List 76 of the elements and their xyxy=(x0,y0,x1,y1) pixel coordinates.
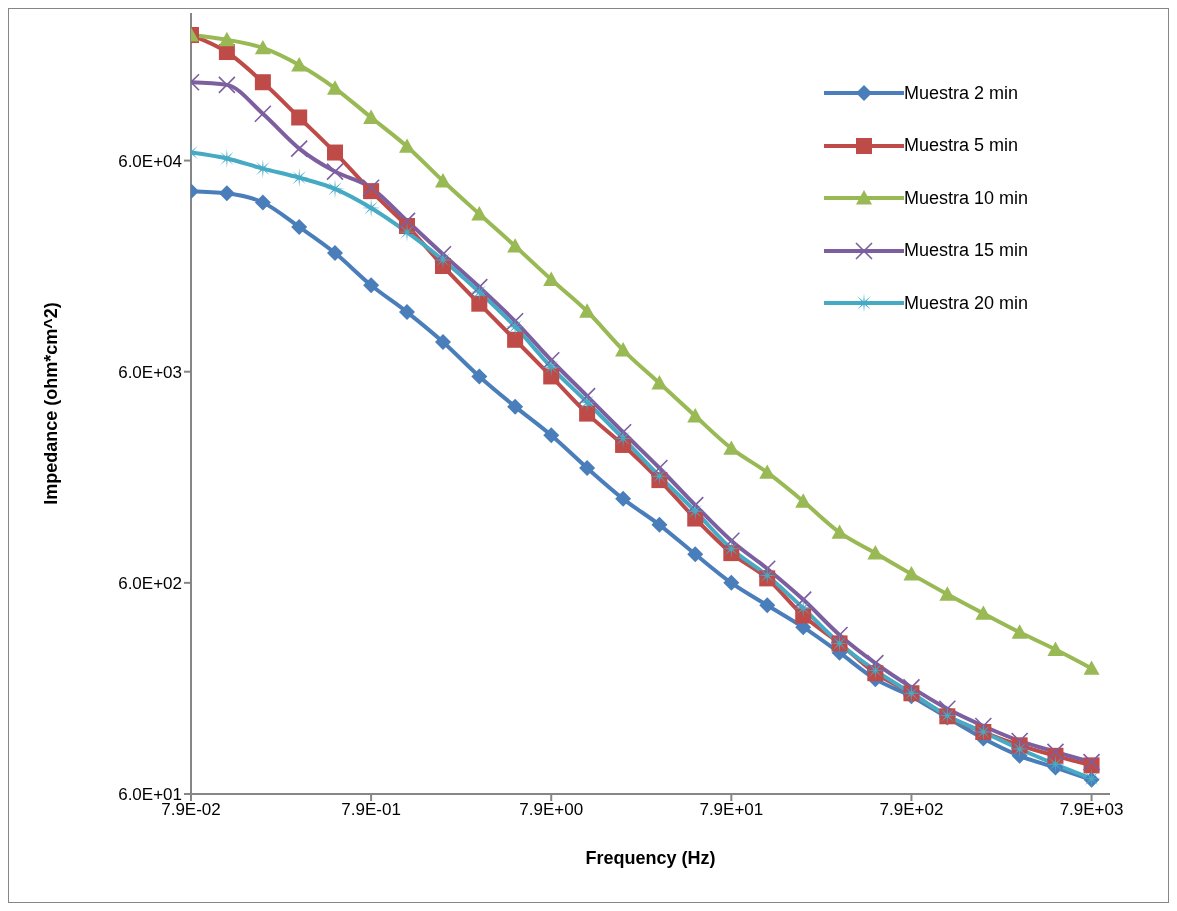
point xyxy=(579,459,596,476)
point xyxy=(507,238,524,253)
point xyxy=(651,375,668,390)
point xyxy=(974,717,993,735)
point xyxy=(543,368,560,385)
x-axis-title: Frequency (Hz) xyxy=(585,848,716,868)
x-tick-label: 7.9E-01 xyxy=(341,800,401,820)
point xyxy=(615,490,632,507)
point xyxy=(507,398,524,415)
point xyxy=(1082,753,1101,771)
x-tick-label: 7.9E+02 xyxy=(879,800,944,820)
point xyxy=(218,76,236,94)
point xyxy=(758,559,777,578)
point xyxy=(471,295,488,312)
point xyxy=(291,57,308,72)
point xyxy=(975,605,992,620)
x-tick-label: 7.9E+00 xyxy=(519,800,584,820)
point xyxy=(651,516,668,533)
point xyxy=(902,678,921,697)
point xyxy=(291,218,308,235)
point xyxy=(687,408,704,423)
point xyxy=(507,331,524,348)
legend-label: Muestra 5 min xyxy=(904,135,1019,157)
legend-label: Muestra 20 min xyxy=(904,292,1029,314)
legend-label: Muestra 15 min xyxy=(904,240,1029,262)
point xyxy=(327,144,344,161)
point xyxy=(759,597,776,614)
point xyxy=(363,277,380,294)
point xyxy=(361,198,381,218)
point xyxy=(615,342,632,357)
point xyxy=(579,303,596,318)
point xyxy=(867,545,884,560)
y-tick-label: 6.0E+03 xyxy=(118,362,182,382)
point xyxy=(687,546,704,563)
legend-label: Muestra 10 min xyxy=(904,187,1029,209)
y-axis-title: Impedance (ohm*cm^2) xyxy=(41,302,62,505)
point xyxy=(938,699,957,718)
point xyxy=(795,493,812,508)
point xyxy=(1011,624,1028,639)
point xyxy=(830,626,849,644)
x-tick-label: 7.9E+01 xyxy=(699,800,764,820)
point xyxy=(650,459,669,477)
point xyxy=(326,162,344,181)
point xyxy=(543,427,560,444)
point xyxy=(866,654,885,672)
point xyxy=(723,574,740,591)
point xyxy=(1083,660,1100,675)
point xyxy=(291,109,308,126)
point xyxy=(903,566,920,581)
y-tick-label: 6.0E+04 xyxy=(118,151,182,171)
x-tick-label: 7.9E-02 xyxy=(161,800,221,820)
point xyxy=(362,178,380,197)
point xyxy=(543,271,560,286)
point xyxy=(471,206,488,221)
point xyxy=(1046,743,1065,761)
point xyxy=(434,173,451,188)
point xyxy=(1047,641,1064,656)
x-tick-label: 7.9E+03 xyxy=(1059,800,1124,820)
point xyxy=(218,31,235,47)
point xyxy=(579,405,596,422)
point xyxy=(218,185,235,202)
legend-label: Muestra 2 min xyxy=(904,82,1019,104)
point xyxy=(471,368,488,385)
point xyxy=(434,333,451,350)
point xyxy=(254,74,271,91)
point xyxy=(398,212,416,230)
point xyxy=(254,194,271,211)
point xyxy=(939,586,956,601)
point xyxy=(1010,732,1029,750)
point xyxy=(399,304,416,321)
point xyxy=(254,39,271,55)
point xyxy=(399,138,416,153)
y-tick-label: 6.0E+02 xyxy=(118,573,182,593)
point xyxy=(865,660,885,680)
point xyxy=(327,245,344,261)
point xyxy=(831,524,848,539)
